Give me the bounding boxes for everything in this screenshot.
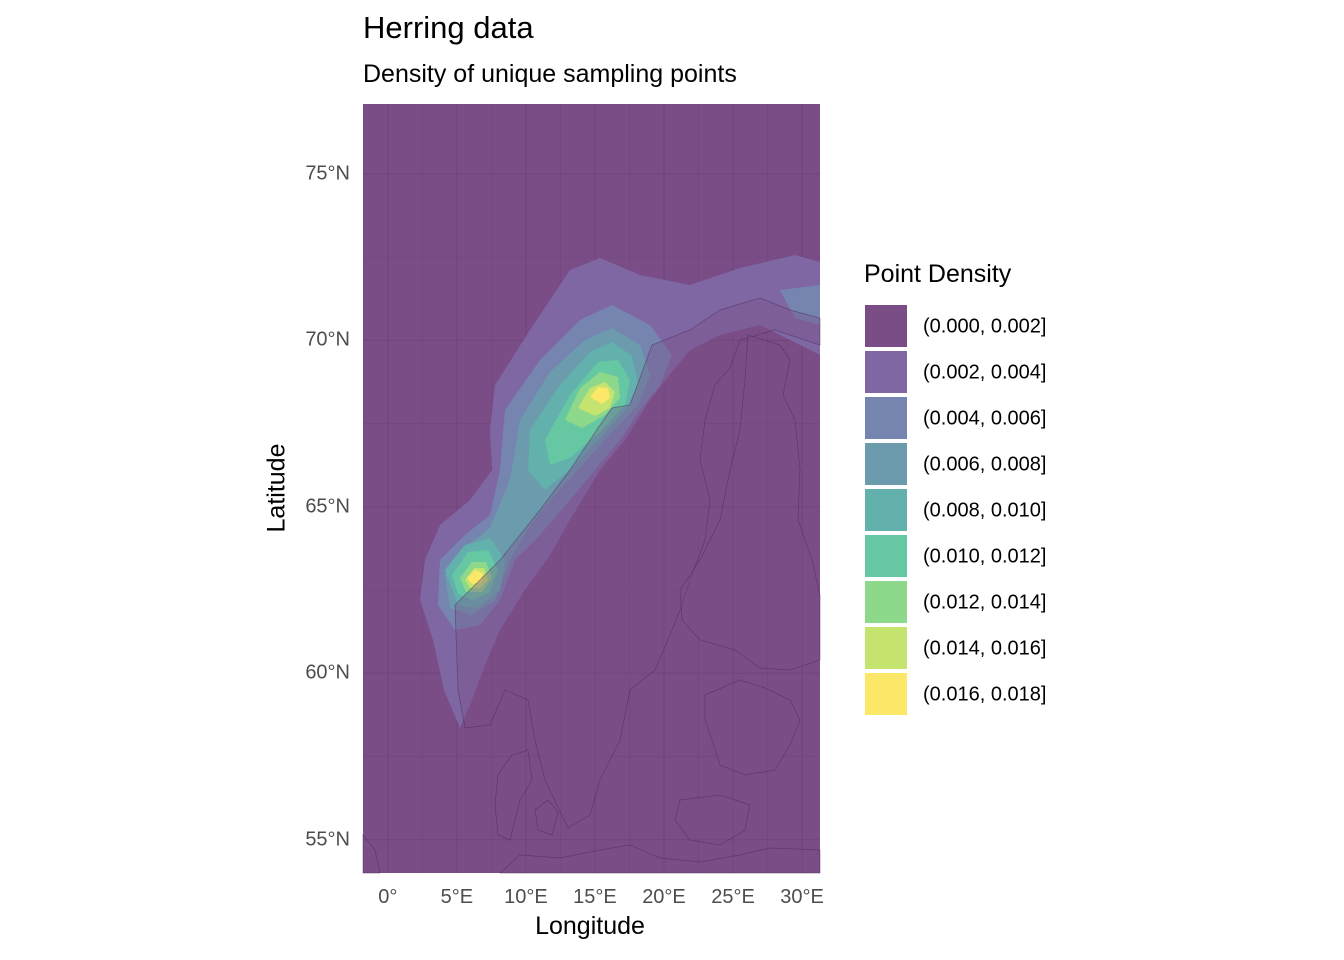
lithuania-outline [674, 794, 751, 846]
x-tick-label: 0° [378, 886, 398, 908]
legend-key [865, 397, 907, 439]
map-panel [363, 104, 820, 873]
land-outlines [362, 297, 821, 874]
legend-label: (0.008, 0.010] [923, 499, 1047, 522]
legend-label: (0.014, 0.016] [923, 637, 1047, 660]
legend-label: (0.000, 0.002] [923, 315, 1047, 338]
x-tick-label: 15°E [573, 886, 617, 908]
legend-key [865, 627, 907, 669]
chart-subtitle: Density of unique sampling points [363, 60, 737, 88]
uk-coast-outline [362, 834, 381, 874]
denmark-outline [494, 749, 559, 841]
legend-label: (0.004, 0.006] [923, 407, 1047, 430]
y-axis-label: Latitude [262, 443, 291, 533]
legend-key [865, 489, 907, 531]
y-tick-label: 60°N [305, 661, 350, 684]
y-tick-label: 75°N [305, 162, 350, 185]
legend-key [865, 443, 907, 485]
x-tick-label: 20°E [642, 886, 686, 908]
legend-label: (0.010, 0.012] [923, 545, 1047, 568]
poland-germany-coast-outline [499, 844, 821, 874]
density-band-level-2 [420, 255, 820, 728]
legend-label: (0.012, 0.014] [923, 591, 1047, 614]
x-tick-label: 10°E [504, 886, 548, 908]
x-axis-label: Longitude [535, 912, 645, 940]
finland-outline [679, 334, 821, 671]
y-tick-label: 70°N [305, 328, 350, 351]
legend-title: Point Density [864, 260, 1012, 288]
chart-title: Herring data [363, 10, 534, 45]
legend-label: (0.006, 0.008] [923, 453, 1047, 476]
legend-label: (0.002, 0.004] [923, 361, 1047, 384]
density-contours [420, 255, 820, 728]
norway-sweden-outline [454, 297, 821, 829]
estonia-latvia-outline [704, 679, 801, 776]
legend-key [865, 305, 907, 347]
y-tick-label: 55°N [305, 828, 350, 851]
density-band-level-7 [460, 372, 620, 592]
legend-key [865, 535, 907, 577]
density-band-level-3 [438, 285, 820, 630]
legend-key [865, 351, 907, 393]
x-tick-label: 30°E [780, 886, 824, 908]
legend-key [865, 673, 907, 715]
y-tick-label: 65°N [305, 495, 350, 518]
legend-key [865, 581, 907, 623]
legend-label: (0.016, 0.018] [923, 683, 1047, 706]
x-tick-label: 5°E [440, 886, 474, 908]
x-tick-label: 25°E [711, 886, 755, 908]
